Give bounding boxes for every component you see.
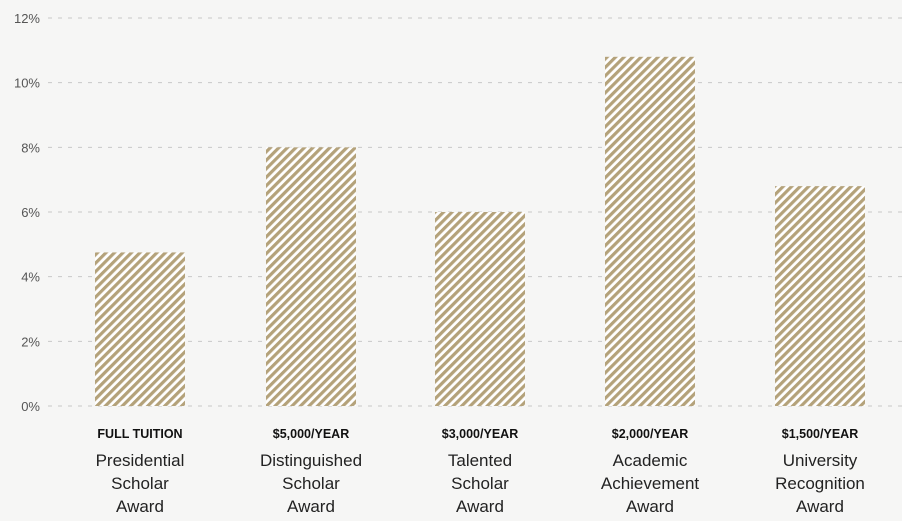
award-name-label: Recognition	[775, 474, 865, 493]
bar	[775, 186, 865, 406]
award-name-label: University	[783, 451, 858, 470]
award-name-label: Academic	[613, 451, 688, 470]
award-name-label: Award	[456, 497, 504, 516]
y-tick-label: 12%	[14, 11, 40, 26]
bar	[95, 252, 185, 406]
award-name-label: Talented	[448, 451, 512, 470]
award-amount-label: $1,500/YEAR	[782, 427, 858, 441]
award-name-label: Scholar	[451, 474, 509, 493]
y-tick-label: 2%	[21, 334, 40, 349]
bar	[266, 147, 356, 407]
award-amount-label: $3,000/YEAR	[442, 427, 518, 441]
award-name-label: Award	[796, 497, 844, 516]
award-name-label: Distinguished	[260, 451, 362, 470]
y-tick-label: 8%	[21, 140, 40, 155]
grid-lines	[48, 17, 902, 407]
award-name-label: Scholar	[111, 474, 169, 493]
y-tick-label: 6%	[21, 205, 40, 220]
bars	[95, 56, 865, 407]
award-name-label: Presidential	[96, 451, 185, 470]
award-name-label: Award	[626, 497, 674, 516]
award-name-label: Achievement	[601, 474, 700, 493]
y-tick-label: 4%	[21, 270, 40, 285]
y-tick-label: 10%	[14, 76, 40, 91]
award-amount-label: FULL TUITION	[97, 427, 182, 441]
bar	[605, 56, 695, 407]
award-amount-label: $5,000/YEAR	[273, 427, 349, 441]
award-amount-label: $2,000/YEAR	[612, 427, 688, 441]
bar	[435, 212, 525, 406]
award-name-label: Award	[287, 497, 335, 516]
y-axis-ticks: 0% 2% 4% 6% 8% 10% 12%	[14, 11, 40, 414]
x-axis-labels: FULL TUITION Presidential Scholar Award $5,0…	[96, 427, 865, 516]
y-tick-label: 0%	[21, 399, 40, 414]
award-name-label: Scholar	[282, 474, 340, 493]
award-name-label: Award	[116, 497, 164, 516]
